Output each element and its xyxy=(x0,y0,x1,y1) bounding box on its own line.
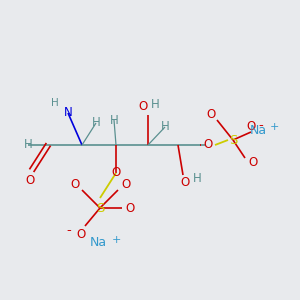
Text: N: N xyxy=(64,106,72,119)
Text: O: O xyxy=(26,173,34,187)
Text: H: H xyxy=(92,116,100,130)
Text: Na: Na xyxy=(249,124,267,136)
Text: -: - xyxy=(259,119,263,133)
Text: -: - xyxy=(67,224,71,238)
Text: +: + xyxy=(269,122,279,132)
Text: +: + xyxy=(111,235,121,245)
Text: O: O xyxy=(203,139,213,152)
Text: H: H xyxy=(24,139,32,152)
Text: Na: Na xyxy=(89,236,106,248)
Text: S: S xyxy=(96,202,104,214)
Text: H: H xyxy=(160,121,169,134)
Text: O: O xyxy=(122,178,130,191)
Text: O: O xyxy=(246,119,256,133)
Text: H: H xyxy=(151,98,159,110)
Text: S: S xyxy=(229,134,237,146)
Text: O: O xyxy=(70,178,80,191)
Text: O: O xyxy=(111,167,121,179)
Text: H: H xyxy=(51,98,59,108)
Text: O: O xyxy=(138,100,148,113)
Text: O: O xyxy=(206,107,216,121)
Text: O: O xyxy=(125,202,135,214)
Text: O: O xyxy=(248,157,258,169)
Text: H: H xyxy=(110,113,118,127)
Text: O: O xyxy=(180,176,190,190)
Text: O: O xyxy=(76,227,85,241)
Text: H: H xyxy=(193,172,201,184)
